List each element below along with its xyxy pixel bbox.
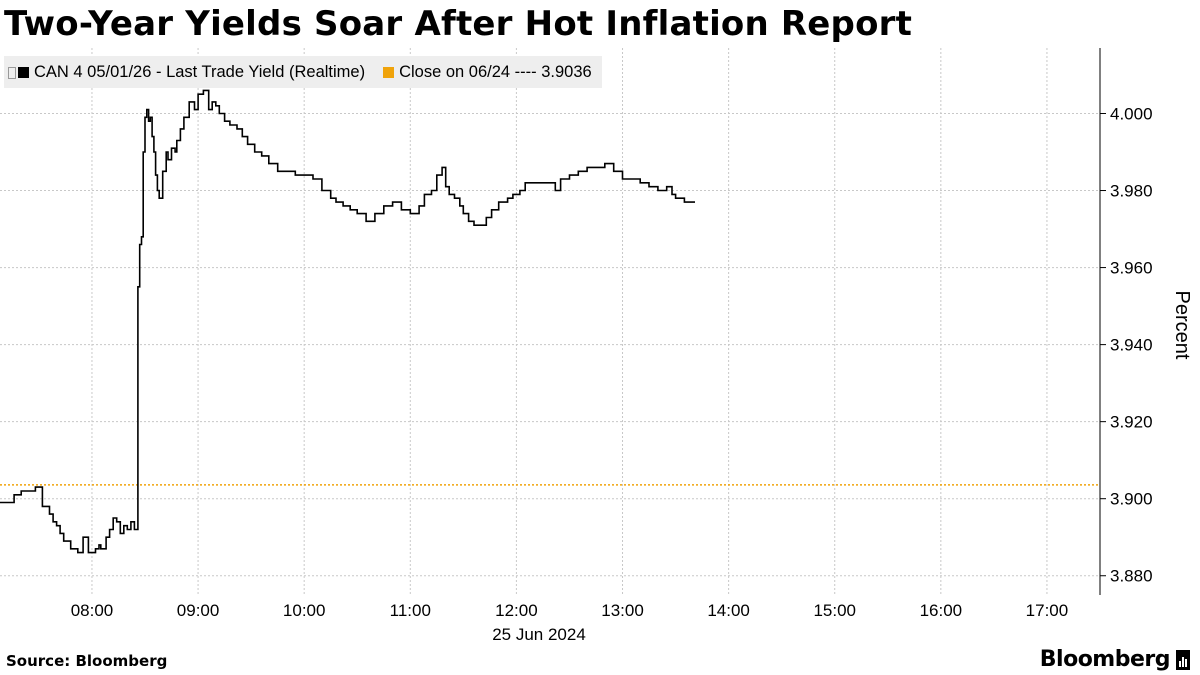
x-tick-label: 08:00 — [71, 601, 114, 620]
series-layer — [0, 89, 695, 554]
y-tick-label: 3.980 — [1110, 182, 1153, 201]
legend-swatch-series — [18, 66, 29, 78]
y-tick-label: 3.960 — [1110, 259, 1153, 278]
x-tick-label: 17:00 — [1026, 601, 1069, 620]
chart-title: Two-Year Yields Soar After Hot Inflation… — [4, 4, 913, 44]
x-tick-label: 12:00 — [495, 601, 538, 620]
legend-swatch-close — [383, 66, 395, 78]
y-tick-label: 3.900 — [1110, 490, 1153, 509]
x-tick-label: 13:00 — [601, 601, 644, 620]
brand-name: Bloomberg — [1039, 647, 1171, 672]
legend-item-series[interactable]: CAN 4 05/01/26 - Last Trade Yield (Realt… — [8, 63, 365, 82]
x-tick-label: 11:00 — [390, 601, 431, 620]
legend-handle-icon — [8, 67, 16, 79]
legend: CAN 4 05/01/26 - Last Trade Yield (Realt… — [4, 56, 602, 88]
x-tick-label: 10:00 — [283, 601, 326, 620]
x-date-label: 25 Jun 2024 — [492, 625, 586, 644]
legend-label-series: CAN 4 05/01/26 - Last Trade Yield (Realt… — [34, 62, 366, 81]
grid-lines — [0, 48, 1100, 595]
y-tick-label: 4.000 — [1110, 104, 1153, 123]
legend-item-close[interactable]: Close on 06/24 ---- 3.9036 — [383, 63, 592, 82]
y-axis-title: Percent — [1171, 291, 1193, 360]
x-tick-label: 16:00 — [920, 601, 963, 620]
axis-layer: 3.880 3.900 3.920 3.940 3.960 3.980 4.000 08:00… — [71, 48, 1193, 644]
series-line — [0, 89, 695, 554]
bloomberg-logo-icon — [1176, 649, 1190, 670]
y-tick-label: 3.920 — [1110, 413, 1153, 432]
x-tick-label: 09:00 — [177, 601, 220, 620]
x-tick-label: 14:00 — [707, 601, 750, 620]
y-tick-label: 3.940 — [1110, 336, 1153, 355]
legend-label-close: Close on 06/24 ---- 3.9036 — [399, 62, 592, 81]
bloomberg-logo: Bloomberg — [1040, 647, 1190, 672]
y-tick-label: 3.880 — [1110, 567, 1153, 586]
source-note: Source: Bloomberg — [6, 652, 168, 670]
x-tick-label: 15:00 — [813, 601, 856, 620]
